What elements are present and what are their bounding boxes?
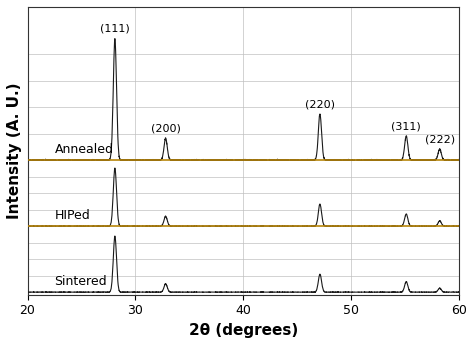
Text: (311): (311): [392, 121, 421, 131]
Y-axis label: Intensity (A. U.): Intensity (A. U.): [7, 82, 22, 219]
Text: (220): (220): [305, 99, 335, 109]
Text: (111): (111): [100, 24, 130, 34]
Text: Sintered: Sintered: [55, 275, 107, 288]
Text: HIPed: HIPed: [55, 209, 90, 222]
Text: (222): (222): [425, 135, 455, 145]
Text: Annealed: Annealed: [55, 143, 113, 156]
X-axis label: 2θ (degrees): 2θ (degrees): [189, 323, 298, 338]
Text: (200): (200): [151, 124, 181, 134]
